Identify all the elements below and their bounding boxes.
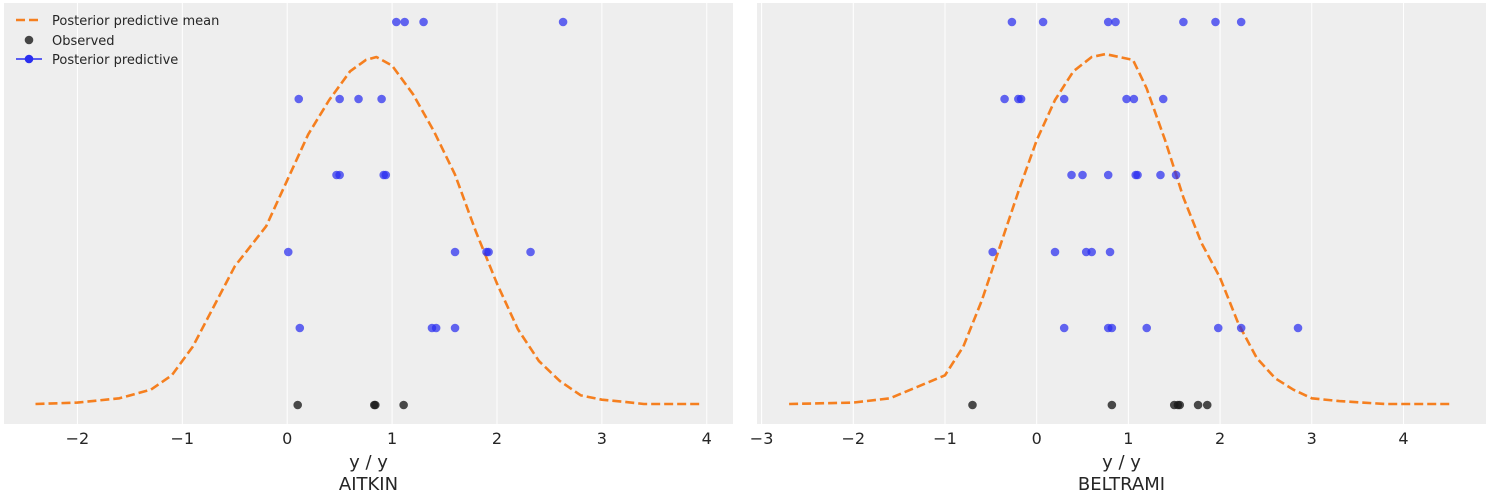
posterior-predictive-point bbox=[1156, 170, 1165, 180]
x-tick-label: −2 bbox=[66, 429, 90, 448]
posterior-predictive-point bbox=[988, 247, 997, 257]
plot-area bbox=[4, 3, 733, 424]
posterior-predictive-point bbox=[1211, 17, 1220, 27]
posterior-predictive-point bbox=[391, 17, 401, 27]
posterior-predictive-point bbox=[419, 17, 428, 27]
observed-point bbox=[1107, 400, 1117, 410]
posterior-predictive-point bbox=[1007, 17, 1017, 27]
x-tick-label: −1 bbox=[933, 429, 957, 448]
posterior-predictive-point bbox=[1158, 94, 1168, 104]
posterior-predictive-point bbox=[1111, 17, 1120, 27]
legend-observed-swatch bbox=[24, 35, 34, 45]
posterior-predictive-point bbox=[1067, 170, 1076, 180]
panel-label: BELTRAMI bbox=[1078, 474, 1165, 495]
posterior-predictive-point bbox=[558, 17, 568, 27]
posterior-predictive-point bbox=[377, 94, 386, 104]
posterior-predictive-point bbox=[1000, 94, 1009, 104]
posterior-predictive-mean-line bbox=[789, 52, 1450, 406]
x-tick-label: 2 bbox=[492, 429, 502, 448]
x-tick-label: 4 bbox=[1398, 429, 1408, 448]
observed-point bbox=[371, 400, 380, 410]
observed-point bbox=[293, 400, 302, 410]
posterior-predictive-point bbox=[1087, 247, 1096, 257]
x-tick-label: −1 bbox=[171, 429, 195, 448]
posterior-predictive-point bbox=[1050, 247, 1060, 257]
posterior-predictive-point bbox=[354, 94, 363, 104]
posterior-predictive-point bbox=[1179, 17, 1188, 27]
plot-area bbox=[757, 3, 1486, 424]
posterior-predictive-point bbox=[1038, 17, 1048, 27]
posterior-predictive-point bbox=[1122, 94, 1131, 104]
observed-point bbox=[1193, 400, 1203, 410]
x-tick-label: 1 bbox=[1123, 429, 1133, 448]
posterior-predictive-point bbox=[1103, 17, 1113, 27]
posterior-predictive-point bbox=[1236, 17, 1246, 27]
posterior-predictive-point bbox=[1059, 323, 1069, 333]
posterior-predictive-point bbox=[1171, 170, 1181, 180]
x-tick-label: 3 bbox=[1307, 429, 1317, 448]
posterior-predictive-point bbox=[1107, 323, 1117, 333]
posterior-predictive-point bbox=[1103, 170, 1113, 180]
posterior-predictive-point bbox=[1105, 247, 1115, 257]
legend-label: Posterior predictive mean bbox=[52, 14, 219, 29]
posterior-predictive-point bbox=[294, 94, 304, 104]
posterior-predictive-point bbox=[450, 247, 460, 257]
posterior-predictive-point bbox=[295, 323, 305, 333]
legend: Posterior predictive mean Observed Posteri… bbox=[16, 14, 219, 68]
x-tick-label: −3 bbox=[750, 429, 774, 448]
posterior-predictive-point bbox=[335, 170, 344, 180]
posterior-predictive-point bbox=[450, 323, 460, 333]
posterior-predictive-point bbox=[1213, 323, 1223, 333]
posterior-predictive-point bbox=[1236, 323, 1246, 333]
posterior-predictive-point bbox=[431, 323, 441, 333]
posterior-predictive-point bbox=[400, 17, 409, 27]
x-axis-label: y / y bbox=[349, 452, 388, 473]
posterior-predictive-point bbox=[335, 94, 344, 104]
posterior-predictive-point bbox=[1293, 323, 1303, 333]
posterior-predictive-point bbox=[484, 247, 493, 257]
panel-label: AITKIN bbox=[339, 474, 398, 495]
x-tick-label: 1 bbox=[387, 429, 397, 448]
x-axis-label: y / y bbox=[1102, 452, 1141, 473]
x-tick-label: 0 bbox=[282, 429, 292, 448]
posterior-predictive-point bbox=[1078, 170, 1087, 180]
posterior-predictive-point bbox=[1142, 323, 1152, 333]
posterior-predictive-point bbox=[1059, 94, 1069, 104]
x-tick-label: −2 bbox=[841, 429, 865, 448]
posterior-predictive-point bbox=[1016, 94, 1026, 104]
legend-label: Observed bbox=[52, 34, 115, 49]
x-tick-label: 4 bbox=[702, 429, 712, 448]
posterior-predictive-point bbox=[283, 247, 293, 257]
legend-label: Posterior predictive bbox=[52, 53, 178, 68]
legend-predictive-swatch bbox=[24, 54, 34, 64]
observed-point bbox=[1175, 400, 1185, 410]
posterior-predictive-point bbox=[1129, 94, 1139, 104]
observed-point bbox=[399, 400, 408, 410]
posterior-predictive-point bbox=[1133, 170, 1142, 180]
x-tick-label: 0 bbox=[1032, 429, 1042, 448]
posterior-predictive-mean-line bbox=[35, 55, 702, 406]
posterior-predictive-point bbox=[526, 247, 535, 257]
x-tick-label: 3 bbox=[597, 429, 607, 448]
observed-point bbox=[968, 400, 977, 410]
x-tick-label: 2 bbox=[1215, 429, 1225, 448]
observed-point bbox=[1202, 400, 1212, 410]
posterior-predictive-point bbox=[381, 170, 391, 180]
